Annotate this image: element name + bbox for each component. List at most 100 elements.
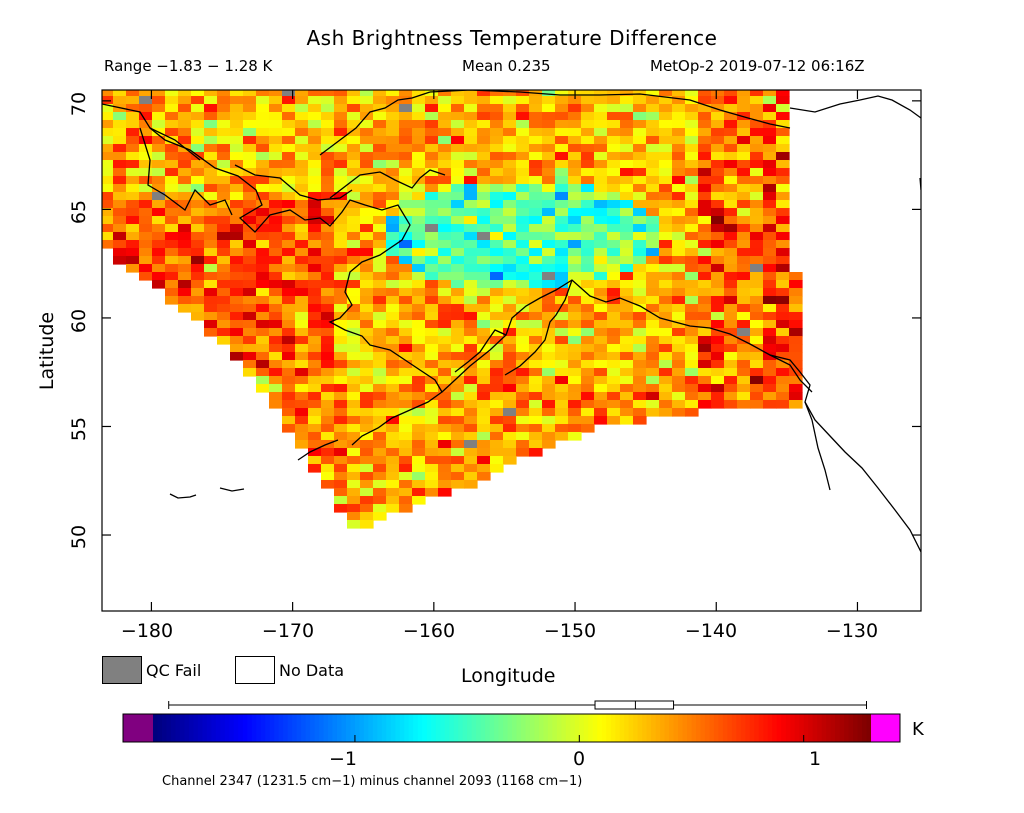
colorbar-segment	[310, 714, 316, 742]
swath-cell	[360, 368, 374, 377]
swath-cell	[555, 176, 569, 185]
swath-cell	[386, 360, 400, 369]
swath-cell	[191, 272, 205, 281]
swath-cell	[425, 360, 439, 369]
swath-cell	[191, 120, 205, 129]
swath-cell	[165, 200, 179, 209]
swath-cell	[360, 424, 374, 433]
swath-cell	[776, 336, 790, 345]
swath-cell	[503, 408, 517, 417]
swath-cell	[178, 296, 192, 305]
swath-cell	[282, 96, 296, 105]
swath-cell	[412, 488, 426, 497]
swath-cell	[438, 184, 452, 193]
swath-cell	[659, 96, 673, 105]
swath-cell	[334, 376, 348, 385]
swath-cell	[230, 296, 244, 305]
swath-cell	[399, 488, 413, 497]
swath-cell	[464, 120, 478, 129]
swath-cell	[490, 408, 504, 417]
colorbar-segment	[740, 714, 746, 742]
swath-cell	[464, 464, 478, 473]
swath-cell	[659, 376, 673, 385]
swath-cell	[737, 312, 751, 321]
swath-cell	[516, 200, 530, 209]
swath-cell	[256, 248, 270, 257]
swath-cell	[555, 360, 569, 369]
swath-cell	[438, 192, 452, 201]
swath-cell	[386, 384, 400, 393]
swath-cell	[126, 232, 140, 241]
swath-cell	[269, 384, 283, 393]
swath-cell	[386, 272, 400, 281]
swath-cell	[542, 128, 556, 137]
swath-cell	[373, 264, 387, 273]
swath-cell	[776, 104, 790, 113]
swath-cell	[334, 248, 348, 257]
swath-cell	[438, 456, 452, 465]
colorbar-segment	[520, 714, 526, 742]
swath-cell	[191, 264, 205, 273]
swath-cell	[698, 104, 712, 113]
swath-cell	[737, 184, 751, 193]
swath-cell	[308, 432, 322, 441]
swath-cell	[685, 128, 699, 137]
swath-cell	[737, 96, 751, 105]
colorbar-segment	[525, 714, 531, 742]
colorbar-segment	[305, 714, 311, 742]
colorbar-segment	[817, 714, 823, 742]
colorbar-segment	[628, 714, 634, 742]
swath-cell	[659, 336, 673, 345]
swath-cell	[672, 144, 686, 153]
swath-cell	[776, 312, 790, 321]
swath-cell	[412, 432, 426, 441]
swath-cell	[321, 176, 335, 185]
colorbar-segment	[453, 714, 459, 742]
swath-cell	[295, 272, 309, 281]
swath-cell	[412, 144, 426, 153]
swath-cell	[529, 240, 543, 249]
swath-cell	[490, 392, 504, 401]
swath-cell	[503, 448, 517, 457]
swath-cell	[102, 240, 114, 249]
swath-cell	[477, 312, 491, 321]
swath-cell	[737, 272, 751, 281]
swath-cell	[607, 200, 621, 209]
swath-cell	[386, 432, 400, 441]
swath-cell	[568, 296, 582, 305]
swath-cell	[152, 112, 166, 121]
swath-cell	[529, 200, 543, 209]
swath-cell	[516, 288, 530, 297]
swath-cell	[308, 312, 322, 321]
swath-cell	[308, 272, 322, 281]
swath-cell	[477, 464, 491, 473]
swath-cell	[542, 256, 556, 265]
swath-cell	[542, 168, 556, 177]
swath-cell	[386, 400, 400, 409]
swath-cell	[776, 328, 790, 337]
colorbar-segment	[220, 714, 226, 742]
swath-cell	[373, 384, 387, 393]
swath-cell	[282, 312, 296, 321]
swath-cell	[308, 352, 322, 361]
swath-cell	[542, 352, 556, 361]
swath-cell	[711, 328, 725, 337]
swath-cell	[763, 336, 777, 345]
swath-cell	[386, 248, 400, 257]
swath-cell	[672, 90, 686, 97]
swath-cell	[282, 264, 296, 273]
swath-cell	[347, 336, 361, 345]
swath-cell	[516, 328, 530, 337]
swath-cell	[412, 184, 426, 193]
swath-cell	[334, 488, 348, 497]
swath-cell	[373, 304, 387, 313]
swath-cell	[178, 248, 192, 257]
swath-cell	[412, 376, 426, 385]
swath-cell	[230, 90, 244, 97]
swath-cell	[568, 312, 582, 321]
swath-cell	[529, 392, 543, 401]
swath-cell	[321, 104, 335, 113]
swath-cell	[412, 456, 426, 465]
swath-cell	[165, 176, 179, 185]
swath-cell	[672, 328, 686, 337]
